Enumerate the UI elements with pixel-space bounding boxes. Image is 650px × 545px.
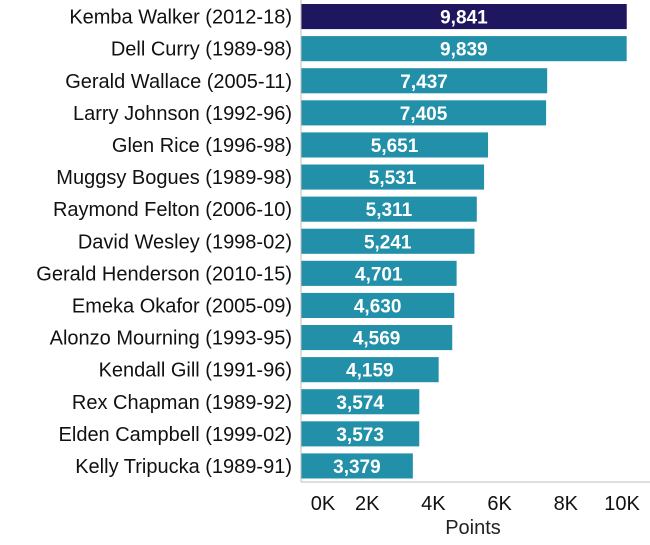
category-label-2: Gerald Wallace (2005-11) [65,71,292,93]
value-label-4: 5,651 [371,136,419,157]
value-label-7: 5,241 [364,232,412,253]
value-label-10: 4,569 [353,329,401,350]
bar-7 [301,228,475,254]
x-tick-label-4: 8K [554,493,579,515]
value-label-0: 9,841 [440,8,488,29]
bar-13 [301,421,420,447]
x-tick-label-3: 6K [487,493,512,515]
bar-3 [301,100,547,126]
bar-14 [301,453,413,479]
x-tick-label-1: 2K [355,493,380,515]
value-label-13: 3,573 [336,425,384,446]
category-label-10: Alonzo Mourning (1993-95) [50,328,292,350]
bars-group [301,4,627,479]
x-tick-label-5: 10K [604,493,640,515]
bar-4 [301,132,489,158]
category-label-8: Gerald Henderson (2010-15) [36,263,292,285]
bar-5 [301,164,485,190]
value-label-9: 4,630 [354,296,402,317]
bar-11 [301,357,439,383]
value-label-11: 4,159 [346,361,394,382]
category-label-12: Rex Chapman (1989-92) [72,392,292,414]
bar-12 [301,389,420,415]
category-label-11: Kendall Gill (1991-96) [99,360,292,382]
bar-6 [301,196,477,222]
category-label-5: Muggsy Bogues (1989-98) [56,167,292,189]
value-label-3: 7,405 [400,104,448,125]
value-label-1: 9,839 [440,40,488,61]
value-label-12: 3,574 [336,393,384,414]
category-label-13: Elden Campbell (1999-02) [59,424,292,446]
bar-2 [301,68,548,94]
bar-8 [301,260,457,286]
bar-1 [301,36,627,62]
category-label-6: Raymond Felton (2006-10) [53,199,292,221]
x-tick-label-0: 0K [311,493,336,515]
category-label-3: Larry Johnson (1992-96) [73,103,292,125]
value-label-2: 7,437 [400,72,448,93]
category-label-0: Kemba Walker (2012-18) [69,7,292,29]
category-label-4: Glen Rice (1996-98) [112,135,292,157]
category-label-1: Dell Curry (1989-98) [111,39,292,61]
bar-10 [301,325,453,351]
value-label-8: 4,701 [355,264,403,285]
x-tick-label-2: 4K [421,493,446,515]
category-label-7: David Wesley (1998-02) [78,231,292,253]
value-label-5: 5,531 [369,168,417,189]
category-label-14: Kelly Tripucka (1989-91) [75,456,292,478]
value-labels-group: 9,841 9,839 7,437 7,405 5,651 5,531 5,311 5,241… [333,8,488,478]
category-label-9: Emeka Okafor (2005-09) [72,295,292,317]
bar-0 [301,4,627,30]
category-labels-group: Kemba Walker (2012-18) Dell Curry (1989-9… [36,7,292,478]
value-label-6: 5,311 [366,200,413,221]
x-ticks-group: 0K 2K 4K 6K 8K 10K [311,493,641,515]
bar-9 [301,292,455,318]
x-axis-title: Points [445,517,501,539]
value-label-14: 3,379 [333,457,381,478]
